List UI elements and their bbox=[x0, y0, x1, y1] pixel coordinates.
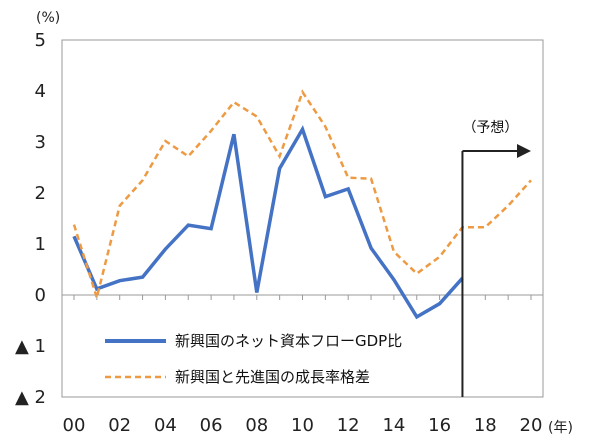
legend-label: 新興国と先進国の成長率格差 bbox=[175, 368, 370, 386]
x-tick-label: 10 bbox=[291, 415, 314, 436]
y-tick-label: 2 bbox=[35, 183, 46, 204]
forecast-marker: （予想） bbox=[461, 120, 531, 397]
forecast-arrow-head bbox=[517, 144, 531, 158]
y-tick-label: 4 bbox=[35, 81, 46, 102]
y-tick-label: 3 bbox=[35, 132, 46, 153]
x-tick-label: 18 bbox=[474, 415, 497, 436]
x-axis-unit-label: (年) bbox=[548, 420, 573, 436]
y-axis-ticks: 5 4 3 2 1 0 ▲ 1 ▲ 2 bbox=[15, 30, 46, 408]
y-tick-label: 5 bbox=[35, 30, 46, 51]
x-tick-label: 12 bbox=[337, 415, 360, 436]
y-tick-label: 1 bbox=[35, 234, 46, 255]
x-tick-label: 20 bbox=[520, 415, 543, 436]
legend-label: 新興国のネット資本フローGDP比 bbox=[175, 332, 402, 350]
y-tick-label: ▲ 1 bbox=[15, 336, 46, 357]
x-tick-label: 16 bbox=[428, 415, 451, 436]
y-axis-unit-label: (%) bbox=[36, 10, 60, 26]
y-tick-label: 0 bbox=[35, 285, 46, 306]
x-axis-ticks: 00 02 04 06 08 10 12 14 16 18 20 bbox=[63, 415, 543, 436]
x-tick-label: 02 bbox=[108, 415, 131, 436]
x-tick-label: 08 bbox=[245, 415, 268, 436]
zero-axis-tick-marks bbox=[73, 295, 532, 300]
y-tick-label: ▲ 2 bbox=[15, 387, 46, 408]
forecast-label: （予想） bbox=[462, 120, 518, 136]
x-tick-label: 04 bbox=[154, 415, 177, 436]
plot-area-frame bbox=[61, 39, 544, 398]
x-tick-label: 00 bbox=[63, 415, 86, 436]
capital-flow-series-line bbox=[72, 125, 464, 320]
x-tick-label: 14 bbox=[382, 415, 405, 436]
series-lines bbox=[72, 89, 532, 320]
x-tick-label: 06 bbox=[200, 415, 223, 436]
growth-gap-series-line bbox=[72, 89, 532, 303]
